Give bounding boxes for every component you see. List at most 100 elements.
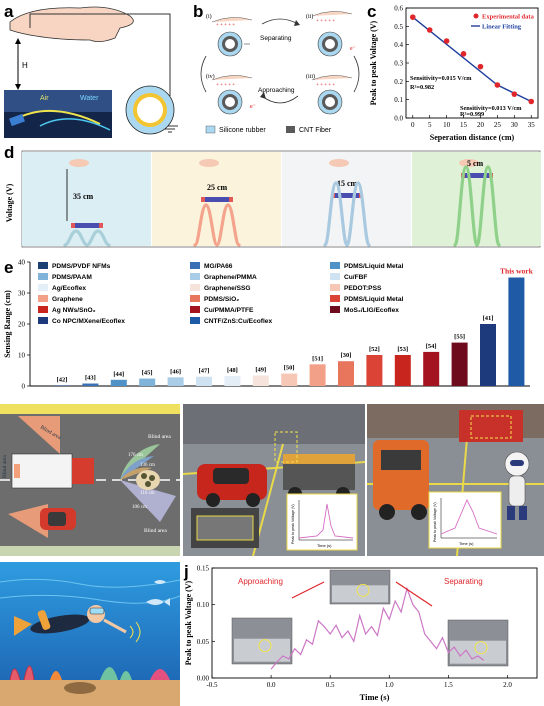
panel-d-section-bg — [412, 152, 541, 246]
chart-e-bar — [309, 364, 326, 386]
chart-c-xtick-label: 15 — [460, 121, 468, 129]
chart-e-bar — [281, 373, 298, 386]
chart-e-legend-swatch — [190, 262, 200, 269]
chart-e-legend-swatch — [330, 262, 340, 269]
chart-c-xtick-label: 0 — [411, 121, 415, 129]
inset-h-ylabel: Peak to peak Voltage (V) — [433, 502, 437, 542]
chart-e-legend-label: Graphene — [52, 296, 83, 303]
chart-c-data-point — [409, 14, 416, 20]
chart-j-ytick-label: 0.15 — [197, 565, 210, 573]
chart-e-legend-swatch — [38, 262, 48, 269]
blind-area-label-3: Blind area — [144, 528, 167, 534]
chart-e-legend-swatch — [38, 273, 48, 280]
chart-e-bar — [394, 355, 411, 386]
svg-text:+ + + + +: + + + + + — [316, 83, 335, 88]
diver-illustration — [14, 605, 127, 636]
chart-c-r2-1: R²=0.982 — [410, 84, 434, 91]
chart-e-bar-label: [51] — [312, 355, 323, 362]
chart-e-ytick-label: 40 — [18, 259, 26, 267]
inset-h-xlabel: Time (s) — [459, 541, 474, 546]
chart-e-bar — [338, 361, 354, 386]
chart-c-sensitivity-2: Sensitivity=0.013 V/cm — [460, 105, 522, 112]
chart-j-photo-highlight — [356, 583, 370, 597]
chart-e-bar-label: [43] — [85, 375, 96, 382]
chart-e-ytick-label: 30 — [18, 290, 26, 298]
chart-e-legend-label: Cu/FBF — [344, 274, 367, 281]
chart-e-bar-label: [41] — [483, 315, 494, 322]
panel-label-a: a — [4, 2, 14, 21]
legend-cnt-label: CNT Fiber — [299, 127, 332, 134]
chart-c-xtick-label: 5 — [428, 121, 432, 129]
chart-e-legend-label: PDMS/SiO₂ — [204, 296, 239, 303]
panel-f-blind-area-diagram: Blind area 176 cm 136 cm 116 cm 106 cm B… — [0, 404, 180, 556]
chart-e-bar — [196, 376, 212, 386]
chart-e-bar-label: [44] — [113, 371, 124, 378]
chart-c-ylabel: Peak to peak Voltage (V) — [369, 20, 378, 105]
chart-c-data-point — [511, 91, 518, 97]
chart-e-legend-label: PEDOT:PSS — [344, 285, 382, 292]
panel-label-e: e — [4, 258, 14, 277]
chart-e-legend-swatch — [38, 306, 48, 313]
chart-e-bar — [366, 355, 383, 386]
approaching-label: Approaching — [258, 87, 295, 94]
chart-j-xtick-label: 0.0 — [267, 681, 276, 689]
svg-text:+ + + + +: + + + + + — [316, 19, 335, 24]
chart-c-data-point — [460, 51, 467, 57]
chart-j-frame — [211, 567, 538, 679]
chart-e-bar-label: [47] — [199, 368, 210, 375]
panel-h-photo: Peak to peak Voltage (V) Time (s) — [367, 404, 544, 556]
chart-j-xtick-label: -0.5 — [206, 681, 218, 689]
chart-e-bar — [480, 324, 496, 386]
chart-c-xtick-label: 35 — [528, 121, 536, 129]
toy-truck — [283, 460, 355, 490]
inset-g-xlabel: Time (s) — [317, 543, 332, 548]
panel-g-photo: Peak to peak Voltage (V) Time (s) — [183, 404, 365, 556]
panel-d-distance-label: 5 cm — [467, 159, 484, 168]
chart-e-bar — [252, 375, 269, 386]
chart-e-bar — [508, 277, 525, 386]
chart-e-legend-swatch — [190, 317, 200, 324]
chart-e-bar-label: [50] — [284, 365, 295, 372]
chart-j-ylabel: Peak to peak Voltage (V) — [184, 580, 193, 665]
chart-e-legend-swatch — [38, 284, 48, 291]
chart-c-legend-marker-exp — [473, 13, 479, 19]
chart-e-this-work-label: This work — [500, 267, 534, 276]
panel-d-hand-icon — [329, 159, 349, 167]
chart-e-legend-swatch — [330, 306, 340, 313]
chart-e-ytick-label: 10 — [18, 352, 26, 360]
panel-d-device-end — [229, 197, 233, 202]
chart-e-bar — [167, 377, 184, 386]
panel-i-diver-illustration — [0, 562, 180, 706]
chart-c-data-point — [528, 98, 535, 105]
chart-j-separating-arrow — [395, 581, 433, 607]
chart-e-bar — [54, 385, 70, 386]
chart-e-bar — [82, 383, 99, 386]
chart-j-underwater-voltage: 0.00 0.05 0.10 0.15 -0.5 0.0 0.5 1.0 1.5 2.0 Time … — [184, 565, 538, 702]
svg-text:e⁻: e⁻ — [250, 104, 256, 110]
panel-d-voltage-wave — [63, 229, 111, 247]
chart-j-photo-water — [450, 640, 506, 664]
panel-d-hand-icon — [199, 159, 219, 167]
chart-e-bar-label: [49] — [255, 366, 266, 373]
chart-j-ytick-label: 0.05 — [197, 638, 210, 646]
panel-d-voltage-wave — [323, 181, 371, 247]
radius-label-4: 106 cm — [132, 505, 147, 510]
svg-text:+ + + + +: + + + + + — [216, 83, 235, 88]
panel-d-distance-label: 25 cm — [207, 183, 228, 192]
panel-d-hand-icon — [459, 159, 479, 167]
mechanism-step-ii: (ii) + + + + + e⁻ — [306, 11, 356, 57]
svg-text:(iv): (iv) — [206, 73, 215, 80]
chart-e-legend-label: Ag/Ecoflex — [52, 285, 86, 292]
chart-j-xtick-label: 0.5 — [326, 681, 335, 689]
chart-e-bar — [224, 376, 241, 386]
chart-e-bar-label: [45] — [142, 370, 153, 377]
inset-g-ylabel: Peak to peak Voltage (V) — [291, 504, 295, 544]
chart-j-xtick-label: 2.0 — [503, 681, 512, 689]
chart-e-legend-swatch — [190, 273, 200, 280]
hand-illustration — [9, 6, 134, 42]
chart-e-legend-swatch — [190, 306, 200, 313]
robot-illustration — [504, 451, 530, 520]
chart-j-separating-label: Separating — [444, 577, 483, 586]
chart-c-ytick-label: 0.3 — [394, 60, 403, 68]
chart-c-xlabel: Seperation distance (cm) — [430, 133, 515, 142]
